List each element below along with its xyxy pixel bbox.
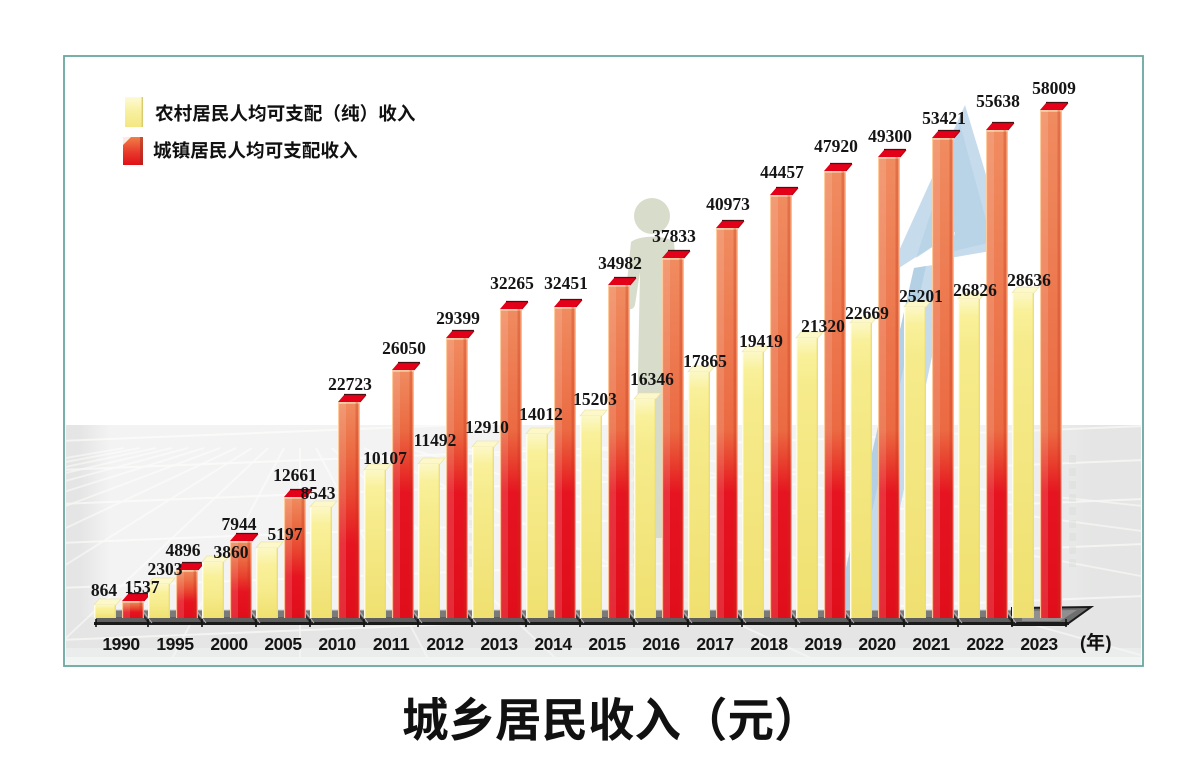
svg-text:17865: 17865 <box>683 351 727 371</box>
svg-text:14012: 14012 <box>519 404 563 424</box>
svg-text:1995: 1995 <box>156 634 194 654</box>
svg-text:1537: 1537 <box>125 577 160 597</box>
svg-text:44457: 44457 <box>760 162 804 182</box>
svg-text:2012: 2012 <box>426 634 464 654</box>
svg-text:53421: 53421 <box>922 108 966 128</box>
svg-text:): ) <box>1106 633 1112 653</box>
svg-text:4896: 4896 <box>166 540 201 560</box>
svg-text:2013: 2013 <box>480 634 518 654</box>
svg-text:2005: 2005 <box>264 634 302 654</box>
svg-text:2021: 2021 <box>912 634 950 654</box>
svg-text:2303: 2303 <box>148 559 183 579</box>
svg-text:3860: 3860 <box>214 542 249 562</box>
svg-text:32451: 32451 <box>544 273 588 293</box>
svg-text:22669: 22669 <box>845 303 889 323</box>
svg-text:47920: 47920 <box>814 136 858 156</box>
svg-text:10107: 10107 <box>363 448 407 468</box>
svg-text:7944: 7944 <box>222 514 257 534</box>
svg-text:25201: 25201 <box>899 286 943 306</box>
svg-text:34982: 34982 <box>598 253 642 273</box>
svg-text:(: ( <box>1080 633 1086 653</box>
svg-text:5197: 5197 <box>268 524 303 544</box>
svg-text:2023: 2023 <box>1020 634 1058 654</box>
svg-text:19419: 19419 <box>739 331 783 351</box>
svg-text:15203: 15203 <box>573 389 617 409</box>
svg-text:55638: 55638 <box>976 91 1020 111</box>
svg-text:40973: 40973 <box>706 194 750 214</box>
svg-text:12661: 12661 <box>273 465 317 485</box>
svg-text:49300: 49300 <box>868 126 912 146</box>
svg-text:37833: 37833 <box>652 226 696 246</box>
svg-text:2014: 2014 <box>534 634 572 654</box>
svg-text:29399: 29399 <box>436 308 480 328</box>
svg-text:11492: 11492 <box>414 430 457 450</box>
svg-text:2000: 2000 <box>210 634 248 654</box>
svg-text:26050: 26050 <box>382 338 426 358</box>
svg-text:58009: 58009 <box>1032 78 1076 98</box>
svg-text:1990: 1990 <box>102 634 140 654</box>
svg-text:2017: 2017 <box>696 634 733 654</box>
svg-text:2011: 2011 <box>373 634 410 654</box>
svg-text:21320: 21320 <box>801 316 845 336</box>
svg-text:2019: 2019 <box>804 634 842 654</box>
svg-text:32265: 32265 <box>490 273 534 293</box>
svg-text:2020: 2020 <box>858 634 896 654</box>
svg-text:8543: 8543 <box>301 483 336 503</box>
svg-text:26826: 26826 <box>953 280 997 300</box>
svg-text:864: 864 <box>91 580 118 600</box>
svg-text:12910: 12910 <box>465 417 509 437</box>
svg-text:2015: 2015 <box>588 634 626 654</box>
svg-text:2016: 2016 <box>642 634 680 654</box>
svg-text:22723: 22723 <box>328 374 372 394</box>
svg-text:2022: 2022 <box>966 634 1004 654</box>
svg-text:28636: 28636 <box>1007 270 1051 290</box>
svg-text:2018: 2018 <box>750 634 788 654</box>
svg-text:16346: 16346 <box>630 369 674 389</box>
svg-text:2010: 2010 <box>318 634 356 654</box>
